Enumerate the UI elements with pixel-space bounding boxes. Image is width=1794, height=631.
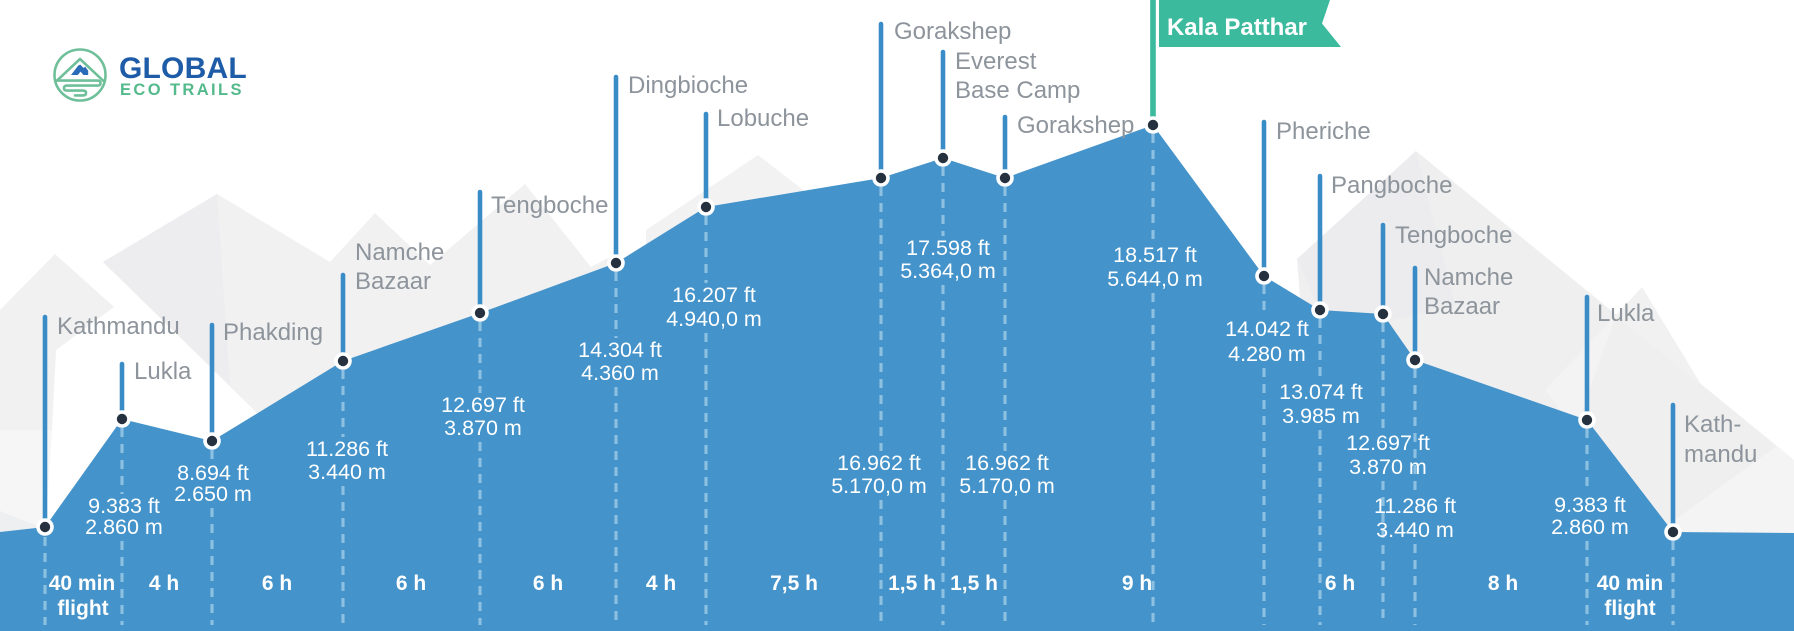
svg-text:6 h: 6 h <box>1325 572 1355 595</box>
svg-text:16.207 ft: 16.207 ft <box>672 283 756 307</box>
svg-text:6 h: 6 h <box>396 572 426 595</box>
svg-text:16.962 ft: 16.962 ft <box>965 451 1049 475</box>
svg-text:9.383 ft: 9.383 ft <box>88 494 160 518</box>
svg-text:Gorakshep: Gorakshep <box>1017 112 1134 139</box>
svg-text:4.360 m: 4.360 m <box>581 361 659 385</box>
svg-text:GLOBAL: GLOBAL <box>119 52 247 85</box>
svg-text:Everest: Everest <box>955 48 1037 75</box>
svg-text:40 min: 40 min <box>49 572 116 595</box>
svg-text:6 h: 6 h <box>533 572 563 595</box>
svg-text:14.304 ft: 14.304 ft <box>578 338 662 362</box>
svg-text:4.940,0 m: 4.940,0 m <box>666 307 762 331</box>
svg-text:11.286 ft: 11.286 ft <box>1374 494 1456 518</box>
svg-text:Base Camp: Base Camp <box>955 77 1080 104</box>
svg-text:14.042 ft: 14.042 ft <box>1225 317 1309 341</box>
svg-text:6 h: 6 h <box>262 572 292 595</box>
svg-text:4 h: 4 h <box>646 572 676 595</box>
svg-text:flight: flight <box>1604 597 1655 620</box>
svg-text:2.860 m: 2.860 m <box>85 515 163 539</box>
svg-text:3.870 m: 3.870 m <box>444 416 522 440</box>
svg-text:3.870 m: 3.870 m <box>1349 455 1427 479</box>
svg-text:Namche: Namche <box>1424 264 1513 291</box>
svg-text:13.074 ft: 13.074 ft <box>1279 380 1363 404</box>
svg-text:1,5 h: 1,5 h <box>888 572 936 595</box>
svg-text:5.644,0 m: 5.644,0 m <box>1107 267 1203 291</box>
svg-text:12.697 ft: 12.697 ft <box>1346 431 1430 455</box>
svg-text:8 h: 8 h <box>1488 572 1518 595</box>
svg-text:17.598 ft: 17.598 ft <box>906 236 990 260</box>
svg-text:3.440 m: 3.440 m <box>1376 518 1454 542</box>
svg-text:ECO TRAILS: ECO TRAILS <box>120 81 244 99</box>
svg-text:9.383 ft: 9.383 ft <box>1554 493 1626 517</box>
svg-text:7,5 h: 7,5 h <box>770 572 818 595</box>
svg-text:3.440 m: 3.440 m <box>308 460 386 484</box>
svg-text:9 h: 9 h <box>1122 572 1152 595</box>
svg-text:18.517 ft: 18.517 ft <box>1113 243 1197 267</box>
svg-text:2.860 m: 2.860 m <box>1551 515 1629 539</box>
svg-text:Phakding: Phakding <box>223 319 323 346</box>
svg-text:Pheriche: Pheriche <box>1276 118 1371 145</box>
svg-text:Pangboche: Pangboche <box>1331 172 1452 199</box>
svg-text:Lobuche: Lobuche <box>717 105 809 132</box>
svg-text:5.170,0 m: 5.170,0 m <box>831 474 927 498</box>
svg-text:Gorakshep: Gorakshep <box>894 18 1011 45</box>
svg-text:11.286 ft: 11.286 ft <box>306 437 388 461</box>
svg-text:flight: flight <box>57 597 108 620</box>
svg-text:Kala Patthar: Kala Patthar <box>1167 14 1307 41</box>
svg-text:Lukla: Lukla <box>134 358 192 385</box>
svg-text:Bazaar: Bazaar <box>355 268 431 295</box>
svg-text:12.697 ft: 12.697 ft <box>441 393 525 417</box>
svg-text:Dingbioche: Dingbioche <box>628 72 748 99</box>
svg-text:40 min: 40 min <box>1597 572 1664 595</box>
svg-text:Tengboche: Tengboche <box>491 192 608 219</box>
svg-text:Kath-: Kath- <box>1684 411 1741 438</box>
svg-text:Tengboche: Tengboche <box>1395 222 1512 249</box>
svg-text:1,5 h: 1,5 h <box>950 572 998 595</box>
svg-text:5.170,0 m: 5.170,0 m <box>959 474 1055 498</box>
svg-text:16.962 ft: 16.962 ft <box>837 451 921 475</box>
svg-text:5.364,0 m: 5.364,0 m <box>900 259 996 283</box>
svg-text:Namche: Namche <box>355 239 444 266</box>
svg-text:mandu: mandu <box>1684 441 1757 468</box>
svg-text:8.694 ft: 8.694 ft <box>177 461 249 485</box>
svg-text:4 h: 4 h <box>149 572 179 595</box>
svg-text:Bazaar: Bazaar <box>1424 293 1500 320</box>
svg-text:2.650 m: 2.650 m <box>174 482 252 506</box>
svg-text:3.985 m: 3.985 m <box>1282 404 1360 428</box>
svg-text:Lukla: Lukla <box>1597 300 1655 327</box>
svg-text:Kathmandu: Kathmandu <box>57 313 180 340</box>
svg-text:4.280 m: 4.280 m <box>1228 342 1306 366</box>
